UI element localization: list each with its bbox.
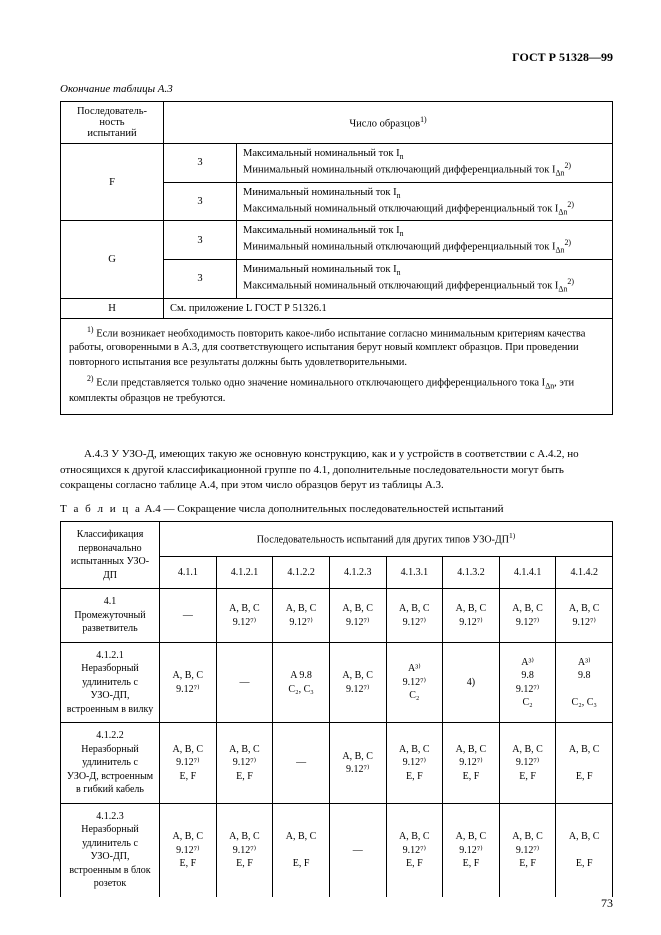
t2-r0-c6: A, B, C 9.12⁷⁾ [499, 589, 556, 643]
t2-col-6: 4.1.4.1 [499, 557, 556, 589]
t1-seq-f: F [61, 144, 164, 221]
t2-r3-c0: A, B, C 9.12⁷⁾ E, F [160, 803, 217, 897]
table-row: 4.1.2.1 Неразборный удлинитель с УЗО-ДП,… [61, 642, 613, 723]
t1-header-count: Число образцов1) [164, 102, 613, 144]
t2-col-0: 4.1.1 [160, 557, 217, 589]
t2-r3-c2: A, B, C E, F [273, 803, 330, 897]
t1-f1-count: 3 [164, 144, 237, 183]
t2-r0-c4: A, B, C 9.12⁷⁾ [386, 589, 443, 643]
t2-col-4: 4.1.3.1 [386, 557, 443, 589]
t2-r3-label: 4.1.2.3 Неразборный удлинитель с УЗО-ДП,… [61, 803, 160, 897]
t2-col-7: 4.1.4.2 [556, 557, 613, 589]
t2-r0-c7: A, B, C 9.12⁷⁾ [556, 589, 613, 643]
t2-r1-label: 4.1.2.1 Неразборный удлинитель с УЗО-ДП,… [61, 642, 160, 723]
t2-col-3: 4.1.2.3 [329, 557, 386, 589]
t1-seq-g: G [61, 221, 164, 298]
t2-r1-c3: A, B, C 9.12⁷⁾ [329, 642, 386, 723]
table-a3-continuation: Окончание таблицы А.3 [60, 83, 613, 95]
t1-f2-count: 3 [164, 182, 237, 221]
document-id: ГОСТ Р 51328—99 [60, 50, 613, 65]
table-row: 4.1.2.2 Неразборный удлинитель с УЗО-Д, … [61, 723, 613, 804]
t2-r1-c4: A³⁾ 9.12⁷⁾ C₂ [386, 642, 443, 723]
t1-g1-count: 3 [164, 221, 237, 260]
t2-r1-c0: A, B, C 9.12⁷⁾ [160, 642, 217, 723]
t2-header-top: Последовательность испытаний для других … [160, 522, 613, 557]
t2-r3-c1: A, B, C 9.12⁷⁾ E, F [216, 803, 273, 897]
t2-col-2: 4.1.2.2 [273, 557, 330, 589]
t2-r3-c5: A, B, C 9.12⁷⁾ E, F [443, 803, 500, 897]
table-a4: Классификация первоначально испытанных У… [60, 521, 613, 897]
t2-r2-c2: — [273, 723, 330, 804]
t2-r1-c1: — [216, 642, 273, 723]
t2-r1-c2: A 9.8 C₂, C₃ [273, 642, 330, 723]
t2-r2-label: 4.1.2.2 Неразборный удлинитель с УЗО-Д, … [61, 723, 160, 804]
t2-r0-c0: — [160, 589, 217, 643]
table-row: 4.1 Промежуточный разветвитель — A, B, C… [61, 589, 613, 643]
t2-r1-c6: A³⁾ 9.8 9.12⁷⁾ C₂ [499, 642, 556, 723]
t1-f1-desc: Максимальный номинальный ток In Минималь… [237, 144, 613, 183]
t2-r2-c1: A, B, C 9.12⁷⁾ E, F [216, 723, 273, 804]
t2-r0-label: 4.1 Промежуточный разветвитель [61, 589, 160, 643]
t1-header-seq: Последователь- ность испытаний [61, 102, 164, 144]
t2-r2-c6: A, B, C 9.12⁷⁾ E, F [499, 723, 556, 804]
t2-r2-c4: A, B, C 9.12⁷⁾ E, F [386, 723, 443, 804]
t2-r3-c7: A, B, C E, F [556, 803, 613, 897]
t1-g2-desc: Минимальный номинальный ток In Максималь… [237, 260, 613, 299]
table-a3-notes: 1) Если возникает необходимость повторит… [60, 319, 613, 415]
table-a4-caption: Т а б л и ц а А.4 — Сокращение числа доп… [60, 503, 613, 515]
t2-col-1: 4.1.2.1 [216, 557, 273, 589]
t2-r0-c5: A, B, C 9.12⁷⁾ [443, 589, 500, 643]
para-a43: А.4.3 У УЗО-Д, имеющих такую же основную… [60, 447, 613, 493]
table-row: 4.1.2.3 Неразборный удлинитель с УЗО-ДП,… [61, 803, 613, 897]
t2-r0-c1: A, B, C 9.12⁷⁾ [216, 589, 273, 643]
t1-h-desc: См. приложение L ГОСТ Р 51326.1 [164, 298, 613, 318]
t2-r0-c3: A, B, C 9.12⁷⁾ [329, 589, 386, 643]
t1-g1-desc: Максимальный номинальный ток In Минималь… [237, 221, 613, 260]
t1-g2-count: 3 [164, 260, 237, 299]
t2-r1-c5: 4) [443, 642, 500, 723]
t2-r2-c0: A, B, C 9.12⁷⁾ E, F [160, 723, 217, 804]
t2-r3-c6: A, B, C 9.12⁷⁾ E, F [499, 803, 556, 897]
t2-r3-c4: A, B, C 9.12⁷⁾ E, F [386, 803, 443, 897]
t2-r2-c7: A, B, C E, F [556, 723, 613, 804]
t2-r1-c7: A³⁾ 9.8 C₂, C₃ [556, 642, 613, 723]
t2-r2-c5: A, B, C 9.12⁷⁾ E, F [443, 723, 500, 804]
t1-seq-h: H [61, 298, 164, 318]
t2-r2-c3: A, B, C 9.12⁷⁾ [329, 723, 386, 804]
t2-col-5: 4.1.3.2 [443, 557, 500, 589]
page-number: 73 [601, 896, 613, 911]
t2-r0-c2: A, B, C 9.12⁷⁾ [273, 589, 330, 643]
t2-header-left: Классификация первоначально испытанных У… [61, 522, 160, 589]
t2-r3-c3: — [329, 803, 386, 897]
t1-f2-desc: Минимальный номинальный ток In Максималь… [237, 182, 613, 221]
table-a3: Последователь- ность испытаний Число обр… [60, 101, 613, 319]
